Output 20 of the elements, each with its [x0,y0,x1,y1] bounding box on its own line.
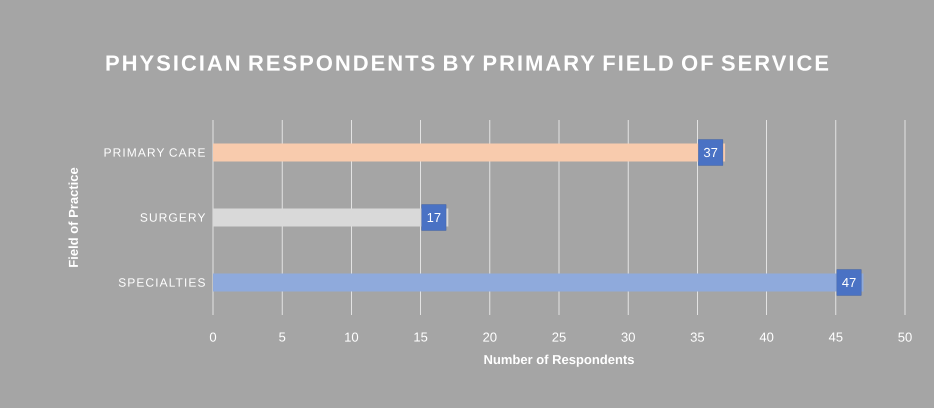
x-tick-label: 5 [279,332,286,342]
y-tick-label: PRIMARY CARE [104,148,205,157]
x-tick-label: 0 [210,332,216,342]
x-tick-label: 50 [898,332,912,342]
x-tick-label: 40 [760,332,774,342]
data-label: 37 [704,148,718,158]
y-tick-label: SPECIALTIES [118,278,205,287]
x-tick-label: 20 [483,332,497,342]
chart-title: PHYSICIAN RESPONDENTS BY PRIMARY FIELD OF SERVICE [106,55,828,71]
x-tick-label: 15 [414,332,428,342]
y-axis-title: Field of Practice [68,168,78,267]
y-tick-label: SURGERY [140,213,206,222]
x-tick-label: 25 [552,332,566,342]
x-axis-title: Number of Respondents [484,354,634,367]
x-tick-label: 45 [828,332,842,342]
x-tick-label: 30 [621,332,635,342]
data-label: 47 [842,278,856,287]
x-tick-label: 10 [345,332,358,342]
x-tick-label: 35 [690,332,704,342]
data-label: 17 [428,213,440,222]
